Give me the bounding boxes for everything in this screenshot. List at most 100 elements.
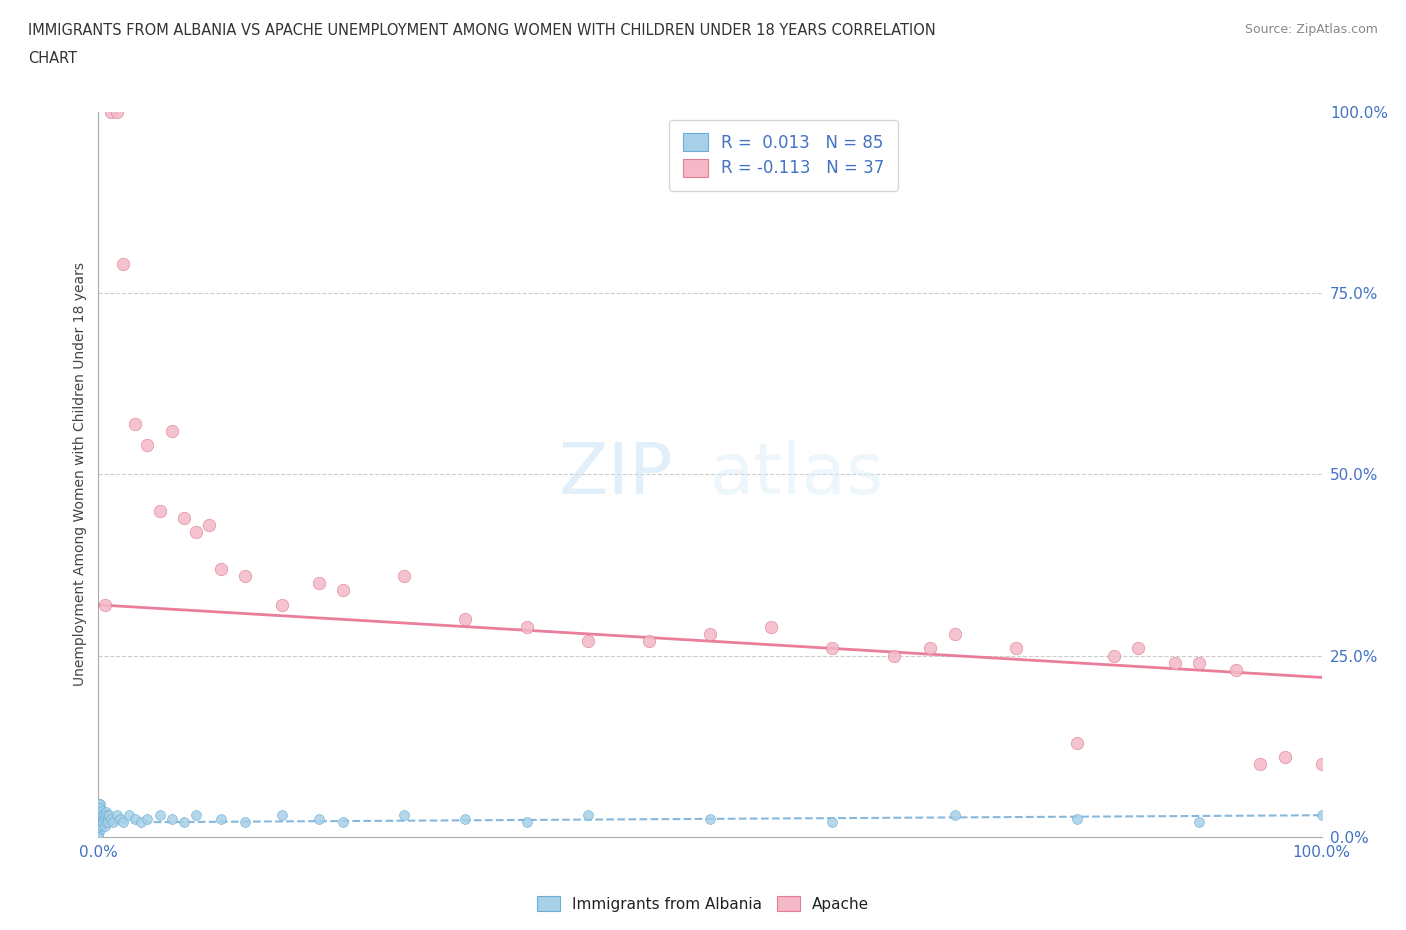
Point: [87, 804, 110, 818]
Point: [89, 796, 111, 811]
Point: [136, 438, 159, 453]
Point: [761, 619, 783, 634]
Text: ZIP: ZIP: [558, 440, 673, 509]
Point: [883, 648, 905, 663]
Point: [392, 808, 416, 823]
Point: [111, 257, 134, 272]
Point: [89, 804, 111, 819]
Point: [89, 811, 111, 826]
Point: [93, 597, 115, 612]
Point: [89, 798, 111, 813]
Point: [1066, 811, 1088, 827]
Point: [149, 503, 172, 518]
Point: [160, 811, 183, 827]
Point: [93, 808, 115, 823]
Point: [105, 808, 128, 823]
Point: [87, 811, 110, 827]
Point: [821, 641, 844, 656]
Point: [1128, 641, 1150, 656]
Y-axis label: Unemployment Among Women with Children Under 18 years: Unemployment Among Women with Children U…: [73, 262, 87, 686]
Point: [97, 815, 120, 830]
Point: [91, 815, 114, 830]
Point: [91, 811, 114, 827]
Point: [454, 612, 477, 627]
Point: [1274, 750, 1296, 764]
Point: [1066, 736, 1088, 751]
Point: [87, 801, 110, 816]
Point: [209, 811, 232, 827]
Point: [90, 817, 112, 831]
Point: [90, 806, 112, 821]
Point: [89, 808, 111, 823]
Point: [87, 818, 110, 833]
Legend: Immigrants from Albania, Apache: Immigrants from Albania, Apache: [530, 889, 876, 918]
Point: [173, 815, 195, 830]
Point: [89, 819, 111, 834]
Point: [233, 815, 256, 830]
Point: [1188, 656, 1211, 671]
Point: [332, 583, 354, 598]
Text: IMMIGRANTS FROM ALBANIA VS APACHE UNEMPLOYMENT AMONG WOMEN WITH CHILDREN UNDER 1: IMMIGRANTS FROM ALBANIA VS APACHE UNEMPL…: [28, 23, 936, 38]
Point: [87, 804, 110, 819]
Point: [136, 811, 159, 827]
Point: [186, 525, 208, 539]
Point: [87, 797, 110, 812]
Point: [149, 808, 172, 823]
Point: [1225, 663, 1247, 678]
Point: [1102, 648, 1125, 663]
Point: [94, 804, 117, 819]
Point: [93, 818, 115, 833]
Point: [1188, 815, 1211, 830]
Text: atlas: atlas: [710, 440, 884, 509]
Point: [87, 818, 110, 833]
Point: [89, 817, 111, 831]
Point: [197, 518, 219, 533]
Point: [87, 830, 110, 844]
Point: [87, 801, 110, 816]
Point: [87, 808, 110, 823]
Point: [101, 815, 124, 830]
Point: [87, 821, 110, 836]
Point: [699, 627, 721, 642]
Point: [124, 416, 146, 431]
Point: [129, 815, 152, 830]
Point: [516, 815, 538, 830]
Point: [98, 808, 121, 823]
Point: [209, 561, 232, 576]
Point: [1250, 757, 1272, 772]
Point: [96, 808, 118, 823]
Point: [87, 830, 110, 844]
Point: [90, 804, 112, 818]
Point: [1310, 757, 1333, 772]
Point: [576, 808, 599, 823]
Point: [308, 811, 330, 827]
Point: [124, 811, 146, 827]
Point: [90, 814, 112, 829]
Point: [97, 811, 120, 827]
Point: [186, 808, 208, 823]
Point: [89, 808, 111, 823]
Point: [160, 423, 183, 438]
Point: [89, 815, 111, 830]
Point: [943, 627, 966, 642]
Point: [516, 619, 538, 634]
Point: [1004, 641, 1026, 656]
Point: [87, 815, 110, 830]
Point: [87, 826, 110, 841]
Point: [91, 815, 114, 830]
Point: [392, 568, 416, 583]
Point: [821, 815, 844, 830]
Point: [89, 812, 111, 827]
Point: [110, 811, 132, 827]
Point: [87, 822, 110, 837]
Point: [89, 818, 111, 833]
Point: [943, 808, 966, 823]
Point: [90, 818, 112, 833]
Point: [100, 104, 122, 119]
Point: [87, 806, 110, 821]
Point: [270, 808, 294, 823]
Point: [89, 822, 111, 837]
Point: [90, 811, 112, 826]
Point: [576, 633, 599, 648]
Point: [89, 802, 111, 817]
